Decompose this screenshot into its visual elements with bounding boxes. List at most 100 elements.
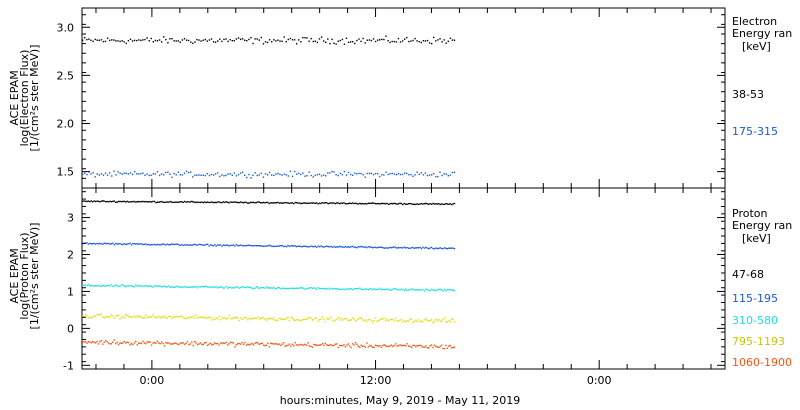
data-point (416, 247, 418, 249)
data-point (127, 243, 130, 245)
data-point (214, 41, 217, 43)
data-point (426, 319, 428, 321)
data-point (412, 344, 414, 347)
data-point (205, 317, 207, 319)
data-point (439, 247, 441, 249)
data-point (351, 288, 354, 291)
data-point (415, 247, 417, 249)
data-point (244, 317, 246, 319)
data-point (122, 284, 124, 286)
data-point (280, 202, 282, 204)
data-point (156, 201, 159, 203)
data-point (212, 174, 215, 176)
data-point (167, 171, 169, 173)
data-point (149, 200, 151, 203)
data-point (392, 203, 394, 205)
data-point (389, 289, 391, 291)
data-point (136, 39, 138, 42)
data-point (239, 38, 242, 40)
data-point (195, 244, 197, 246)
data-point (364, 346, 367, 349)
data-point (237, 244, 239, 247)
data-point (198, 285, 200, 288)
data-point (372, 289, 374, 291)
data-point (266, 174, 269, 176)
data-point (306, 245, 308, 248)
data-point (161, 286, 163, 288)
data-point (420, 247, 423, 250)
y-tick-label: 2.0 (57, 118, 75, 131)
data-point (407, 247, 410, 249)
data-point (194, 286, 196, 288)
data-point (88, 38, 90, 40)
data-point (201, 201, 203, 203)
data-point (183, 343, 186, 345)
data-point (366, 246, 368, 249)
data-point (258, 287, 260, 290)
data-point (175, 243, 177, 245)
data-point (148, 243, 150, 246)
data-point (330, 202, 332, 204)
data-point (413, 344, 415, 346)
data-point (152, 173, 154, 175)
data-point (232, 342, 235, 344)
data-point (433, 172, 435, 175)
data-point (426, 289, 428, 291)
data-point (241, 318, 243, 320)
data-point (397, 289, 400, 291)
data-point (382, 344, 384, 347)
data-point (103, 341, 105, 343)
data-point (265, 286, 268, 288)
data-point (347, 171, 350, 174)
data-point (405, 203, 407, 205)
data-point (323, 287, 325, 290)
data-point (86, 342, 88, 344)
data-point (414, 174, 416, 176)
data-point (391, 40, 393, 43)
data-point (82, 315, 84, 317)
data-point (268, 318, 270, 320)
data-point (201, 285, 203, 288)
data-point (252, 42, 254, 45)
data-point (293, 319, 295, 321)
data-point (245, 344, 248, 346)
data-point (410, 247, 413, 249)
data-point (403, 344, 405, 346)
data-point (100, 200, 103, 202)
data-point (194, 243, 196, 245)
data-point (438, 288, 440, 291)
data-point (316, 41, 319, 44)
data-point (347, 319, 349, 321)
data-point (201, 244, 203, 246)
data-point (139, 243, 141, 245)
data-point (308, 246, 311, 248)
data-point (113, 170, 115, 172)
data-point (339, 345, 341, 347)
data-point (232, 286, 235, 289)
data-point (443, 288, 446, 291)
data-point (115, 40, 117, 42)
data-point (99, 340, 101, 343)
data-point (303, 287, 305, 290)
data-point (285, 345, 288, 347)
data-point (260, 245, 262, 247)
data-point (149, 285, 151, 287)
data-point (287, 202, 289, 204)
data-point (254, 172, 256, 174)
data-point (452, 347, 454, 349)
proton-legend-795-1193: 795-1193 (732, 335, 785, 348)
data-point (90, 317, 92, 319)
data-point (287, 344, 289, 346)
data-point (402, 247, 404, 249)
data-point (446, 248, 448, 250)
data-point (123, 41, 125, 43)
data-point (251, 201, 253, 204)
data-point (327, 38, 329, 40)
data-point (452, 203, 454, 205)
data-point (267, 201, 269, 204)
data-point (381, 174, 383, 176)
data-point (314, 287, 316, 289)
data-point (202, 343, 204, 345)
data-point (407, 203, 410, 205)
data-point (304, 245, 306, 247)
